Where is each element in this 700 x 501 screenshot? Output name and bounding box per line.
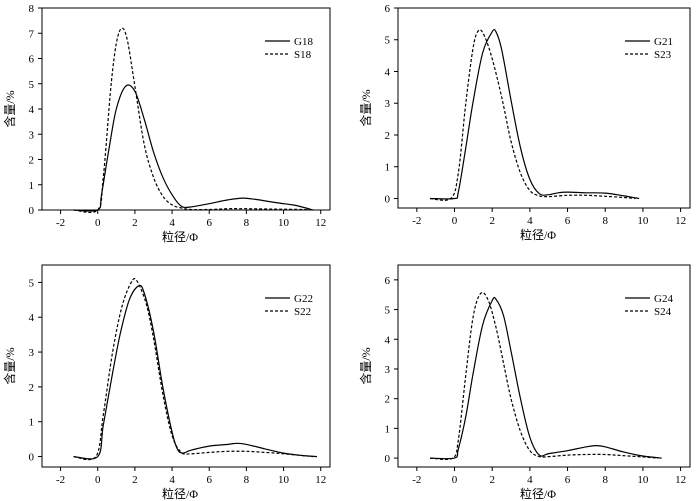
- series-line-g22: [73, 284, 318, 460]
- legend-label-s22: S22: [294, 306, 311, 318]
- x-tick-label: -2: [56, 474, 65, 486]
- y-tick-label: 3: [29, 129, 35, 141]
- x-tick-label: 8: [602, 215, 608, 227]
- y-tick-label: 8: [29, 3, 35, 15]
- series-line-s18: [73, 27, 314, 214]
- y-tick-label: 2: [385, 394, 391, 406]
- y-tick-label: 0: [385, 193, 391, 205]
- y-tick-label: 1: [385, 162, 391, 174]
- legend-label-s18: S18: [294, 49, 312, 61]
- plot-frame: [41, 264, 331, 468]
- x-tick-label: 6: [565, 474, 571, 486]
- x-tick-label: 10: [637, 215, 649, 227]
- x-tick-label: 2: [489, 215, 495, 227]
- y-tick-label: 4: [385, 66, 391, 78]
- x-tick-label: -2: [56, 217, 65, 229]
- x-tick-label: 2: [132, 474, 138, 486]
- x-axis-title: 粒径/Φ: [162, 229, 198, 244]
- y-tick-label: 2: [29, 155, 35, 167]
- plot-frame: [41, 7, 331, 211]
- x-axis-title: 粒径/Φ: [162, 486, 198, 501]
- x-axis-title: 粒径/Φ: [520, 486, 556, 501]
- series-line-s22: [73, 277, 314, 461]
- y-axis-title: 含量/%: [358, 89, 373, 126]
- x-tick-label: 2: [489, 474, 495, 486]
- y-tick-label: 1: [385, 423, 391, 435]
- x-tick-label: 6: [206, 474, 212, 486]
- legend-label-g22: G22: [294, 293, 313, 305]
- legend-label-g18: G18: [294, 36, 313, 48]
- y-tick-label: 5: [385, 35, 391, 47]
- x-tick-label: 10: [637, 474, 649, 486]
- y-tick-label: 0: [385, 453, 391, 465]
- y-tick-label: 3: [385, 98, 391, 110]
- x-tick-label: 8: [244, 217, 250, 229]
- x-tick-label: 12: [675, 215, 686, 227]
- y-axis-title: 含量/%: [2, 90, 17, 127]
- x-tick-label: 4: [527, 215, 533, 227]
- y-axis-title: 含量/%: [2, 347, 17, 384]
- y-tick-label: 4: [385, 334, 391, 346]
- y-tick-label: 7: [29, 28, 35, 40]
- y-tick-label: 5: [29, 277, 35, 289]
- series-line-g21: [429, 28, 640, 200]
- legend-label-s23: S23: [654, 49, 672, 61]
- x-tick-label: 4: [169, 474, 175, 486]
- x-tick-label: 6: [565, 215, 571, 227]
- x-tick-label: -2: [412, 215, 421, 227]
- series-line-g18: [73, 84, 314, 212]
- legend-label-g21: G21: [654, 36, 673, 48]
- x-tick-label: 12: [315, 474, 326, 486]
- x-tick-label: 10: [278, 474, 290, 486]
- x-tick-label: 12: [675, 474, 686, 486]
- y-tick-label: 3: [385, 364, 391, 376]
- y-axis-title: 含量/%: [358, 347, 373, 384]
- y-tick-label: 0: [29, 205, 35, 217]
- x-tick-label: 8: [244, 474, 250, 486]
- y-tick-label: 5: [29, 79, 35, 91]
- series-line-s23: [429, 29, 636, 201]
- legend-label-g24: G24: [654, 293, 673, 305]
- y-tick-label: 0: [29, 452, 35, 464]
- x-tick-label: 2: [132, 217, 138, 229]
- x-tick-label: 8: [602, 474, 608, 486]
- series-line-s24: [429, 291, 659, 461]
- plot-frame: [397, 264, 691, 468]
- series-line-g24: [429, 296, 662, 460]
- y-tick-label: 2: [385, 130, 391, 142]
- plot-frame: [397, 7, 691, 209]
- y-tick-label: 6: [29, 54, 35, 66]
- y-tick-label: 3: [29, 347, 35, 359]
- x-tick-label: 0: [95, 474, 101, 486]
- y-tick-label: 1: [29, 180, 35, 192]
- y-tick-label: 4: [29, 104, 35, 116]
- y-tick-label: 4: [29, 312, 35, 324]
- x-tick-label: 6: [206, 217, 212, 229]
- x-tick-label: 4: [169, 217, 175, 229]
- y-tick-label: 5: [385, 305, 391, 317]
- y-tick-label: 6: [385, 3, 391, 15]
- x-tick-label: 0: [452, 474, 458, 486]
- y-tick-label: 1: [29, 417, 35, 429]
- x-tick-label: 0: [95, 217, 101, 229]
- x-tick-label: 0: [452, 215, 458, 227]
- y-tick-label: 2: [29, 382, 35, 394]
- x-tick-label: -2: [412, 474, 421, 486]
- legend-label-s24: S24: [654, 306, 672, 318]
- x-tick-label: 12: [315, 217, 326, 229]
- y-tick-label: 6: [385, 275, 391, 287]
- x-tick-label: 4: [527, 474, 533, 486]
- x-axis-title: 粒径/Φ: [520, 227, 556, 242]
- x-tick-label: 10: [278, 217, 290, 229]
